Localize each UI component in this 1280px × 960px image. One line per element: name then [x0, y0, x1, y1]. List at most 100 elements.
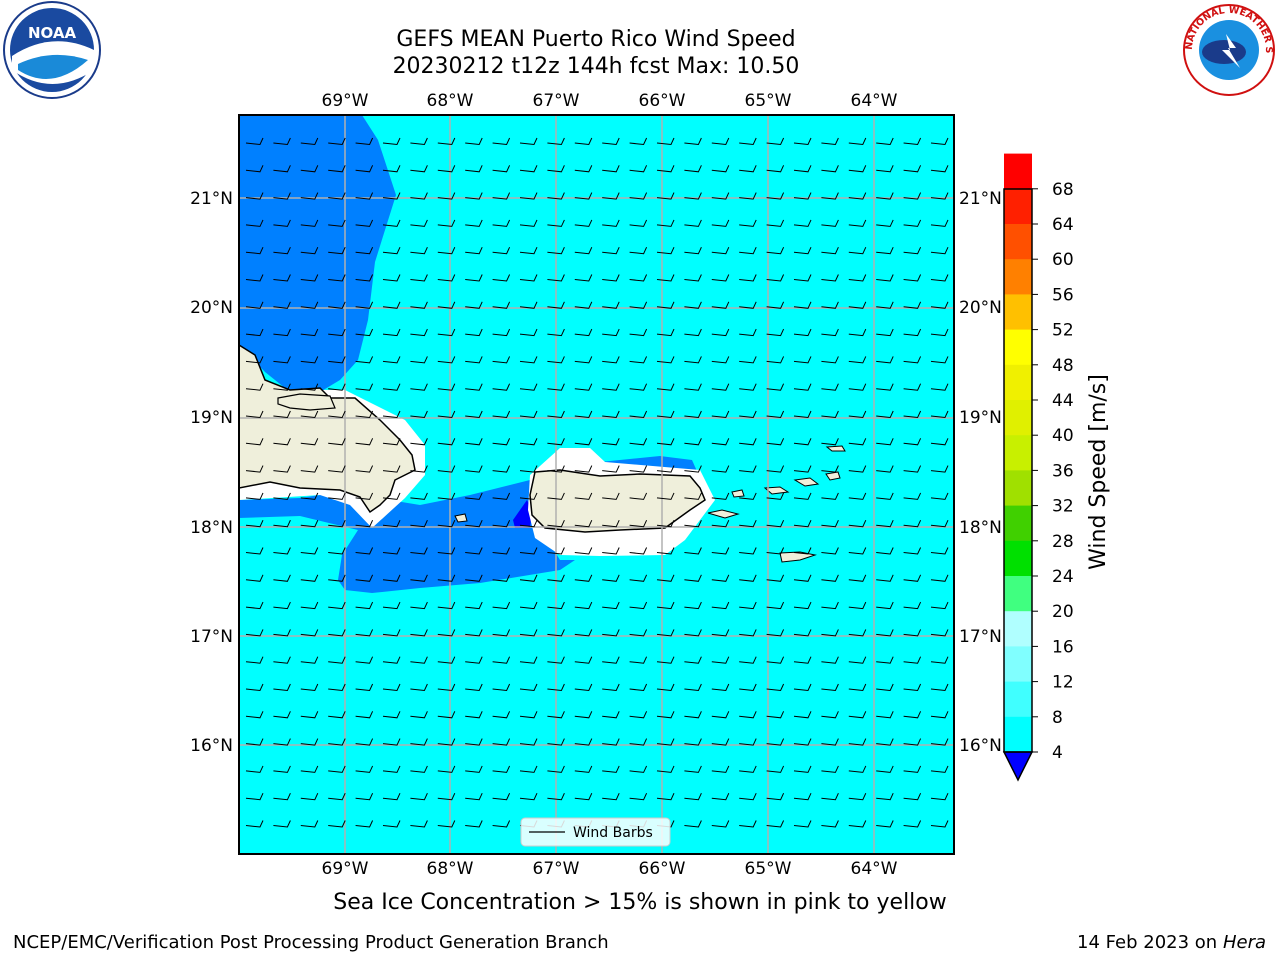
wind-barb	[273, 601, 291, 610]
wind-barb	[273, 656, 291, 664]
wind-barb	[629, 629, 648, 637]
wind-barb	[437, 410, 456, 419]
wind-barb	[602, 383, 620, 391]
colorbar-tick-label: 60	[1052, 250, 1074, 270]
wind-barb	[876, 738, 894, 746]
wind-barb	[848, 328, 867, 337]
wind-barb	[492, 438, 511, 446]
wind-barb	[547, 165, 565, 173]
wind-barb	[410, 574, 428, 582]
wind-barb	[355, 137, 374, 146]
wind-barb	[355, 438, 374, 446]
wind-barb	[410, 519, 428, 528]
wind-barb	[821, 738, 839, 746]
wind-barb	[437, 438, 456, 446]
wind-barb	[492, 246, 511, 255]
wind-barb	[492, 356, 511, 364]
wind-barb	[574, 137, 593, 146]
wind-barb	[355, 820, 374, 828]
wind-barb	[519, 629, 538, 637]
wind-barb	[382, 165, 401, 173]
wind-barb	[328, 328, 346, 337]
wind-barb	[328, 192, 346, 200]
wind-barb	[629, 547, 648, 555]
lon-label-bottom: 64°W	[851, 859, 898, 879]
wind-barb	[245, 165, 264, 173]
lon-label-top: 69°W	[322, 91, 369, 111]
lon-label-bottom: 66°W	[639, 859, 686, 879]
wind-barb	[793, 192, 812, 200]
wind-barb	[766, 165, 785, 173]
lat-label-right: 19°N	[959, 408, 1002, 428]
wind-barb	[465, 547, 483, 555]
wind-barb	[848, 574, 867, 582]
wind-barb	[273, 383, 291, 391]
wind-barb	[684, 547, 702, 555]
wind-barb	[328, 656, 346, 664]
wind-barb	[629, 738, 648, 746]
noaa-logo-text: NOAA	[28, 24, 77, 42]
wind-barb	[465, 601, 483, 610]
wind-barb	[821, 219, 839, 227]
wind-barb	[382, 274, 401, 282]
wind-barb	[355, 629, 374, 637]
wind-barb	[930, 192, 949, 200]
wind-barb	[876, 356, 894, 364]
wind-barb	[382, 574, 401, 582]
wind-barb	[328, 410, 346, 419]
colorbar-segment	[1004, 646, 1032, 683]
wind-barb	[602, 438, 620, 446]
wind-barb	[245, 765, 264, 773]
wind-barb	[739, 192, 757, 200]
wind-barb	[848, 765, 867, 773]
wind-barb	[300, 192, 319, 200]
wind-barb	[629, 383, 648, 391]
wind-barb	[547, 356, 565, 364]
wind-barb	[465, 820, 483, 828]
wind-barb	[273, 683, 291, 692]
wind-barb	[382, 738, 401, 746]
wind-barb	[382, 656, 401, 664]
wind-barb	[848, 711, 867, 719]
wind-barb	[930, 492, 949, 500]
colorbar-extend-arrow	[1002, 751, 1034, 782]
wind-barb	[766, 410, 785, 419]
wind-barb	[821, 465, 839, 473]
wind-barb	[519, 301, 538, 309]
wind-barb	[876, 765, 894, 773]
wind-barbs	[245, 137, 949, 828]
wind-barb	[903, 574, 922, 582]
wind-barb	[684, 683, 702, 692]
wind-barb	[739, 792, 757, 801]
wind-barb	[711, 656, 730, 664]
wind-barb	[766, 492, 785, 500]
wind-barb	[300, 574, 319, 582]
wind-barb	[273, 137, 291, 146]
lat-label-left: 17°N	[190, 627, 233, 647]
wind-barb	[300, 738, 319, 746]
wind-barb	[355, 738, 374, 746]
wind-barb	[629, 711, 648, 719]
wind-barb	[711, 410, 730, 419]
wind-barb	[273, 574, 291, 582]
wind-barb	[410, 301, 428, 309]
wind-barb	[602, 192, 620, 200]
wind-barb	[684, 519, 702, 528]
lon-label-bottom: 69°W	[322, 859, 369, 879]
colorbar-tick-label: 68	[1052, 180, 1074, 200]
wind-barb	[684, 246, 702, 255]
wind-barb	[328, 356, 346, 364]
wind-barb	[793, 465, 812, 473]
wind-barb	[876, 656, 894, 664]
wind-barb	[821, 629, 839, 637]
wind-barb	[547, 711, 565, 719]
wind-barb	[574, 356, 593, 364]
wind-barb	[903, 438, 922, 446]
wind-barb	[465, 738, 483, 746]
wind-barb	[465, 410, 483, 419]
wind-barb	[876, 410, 894, 419]
wind-barb	[766, 246, 785, 255]
wind-barb	[492, 192, 511, 200]
wind-barb	[739, 356, 757, 364]
